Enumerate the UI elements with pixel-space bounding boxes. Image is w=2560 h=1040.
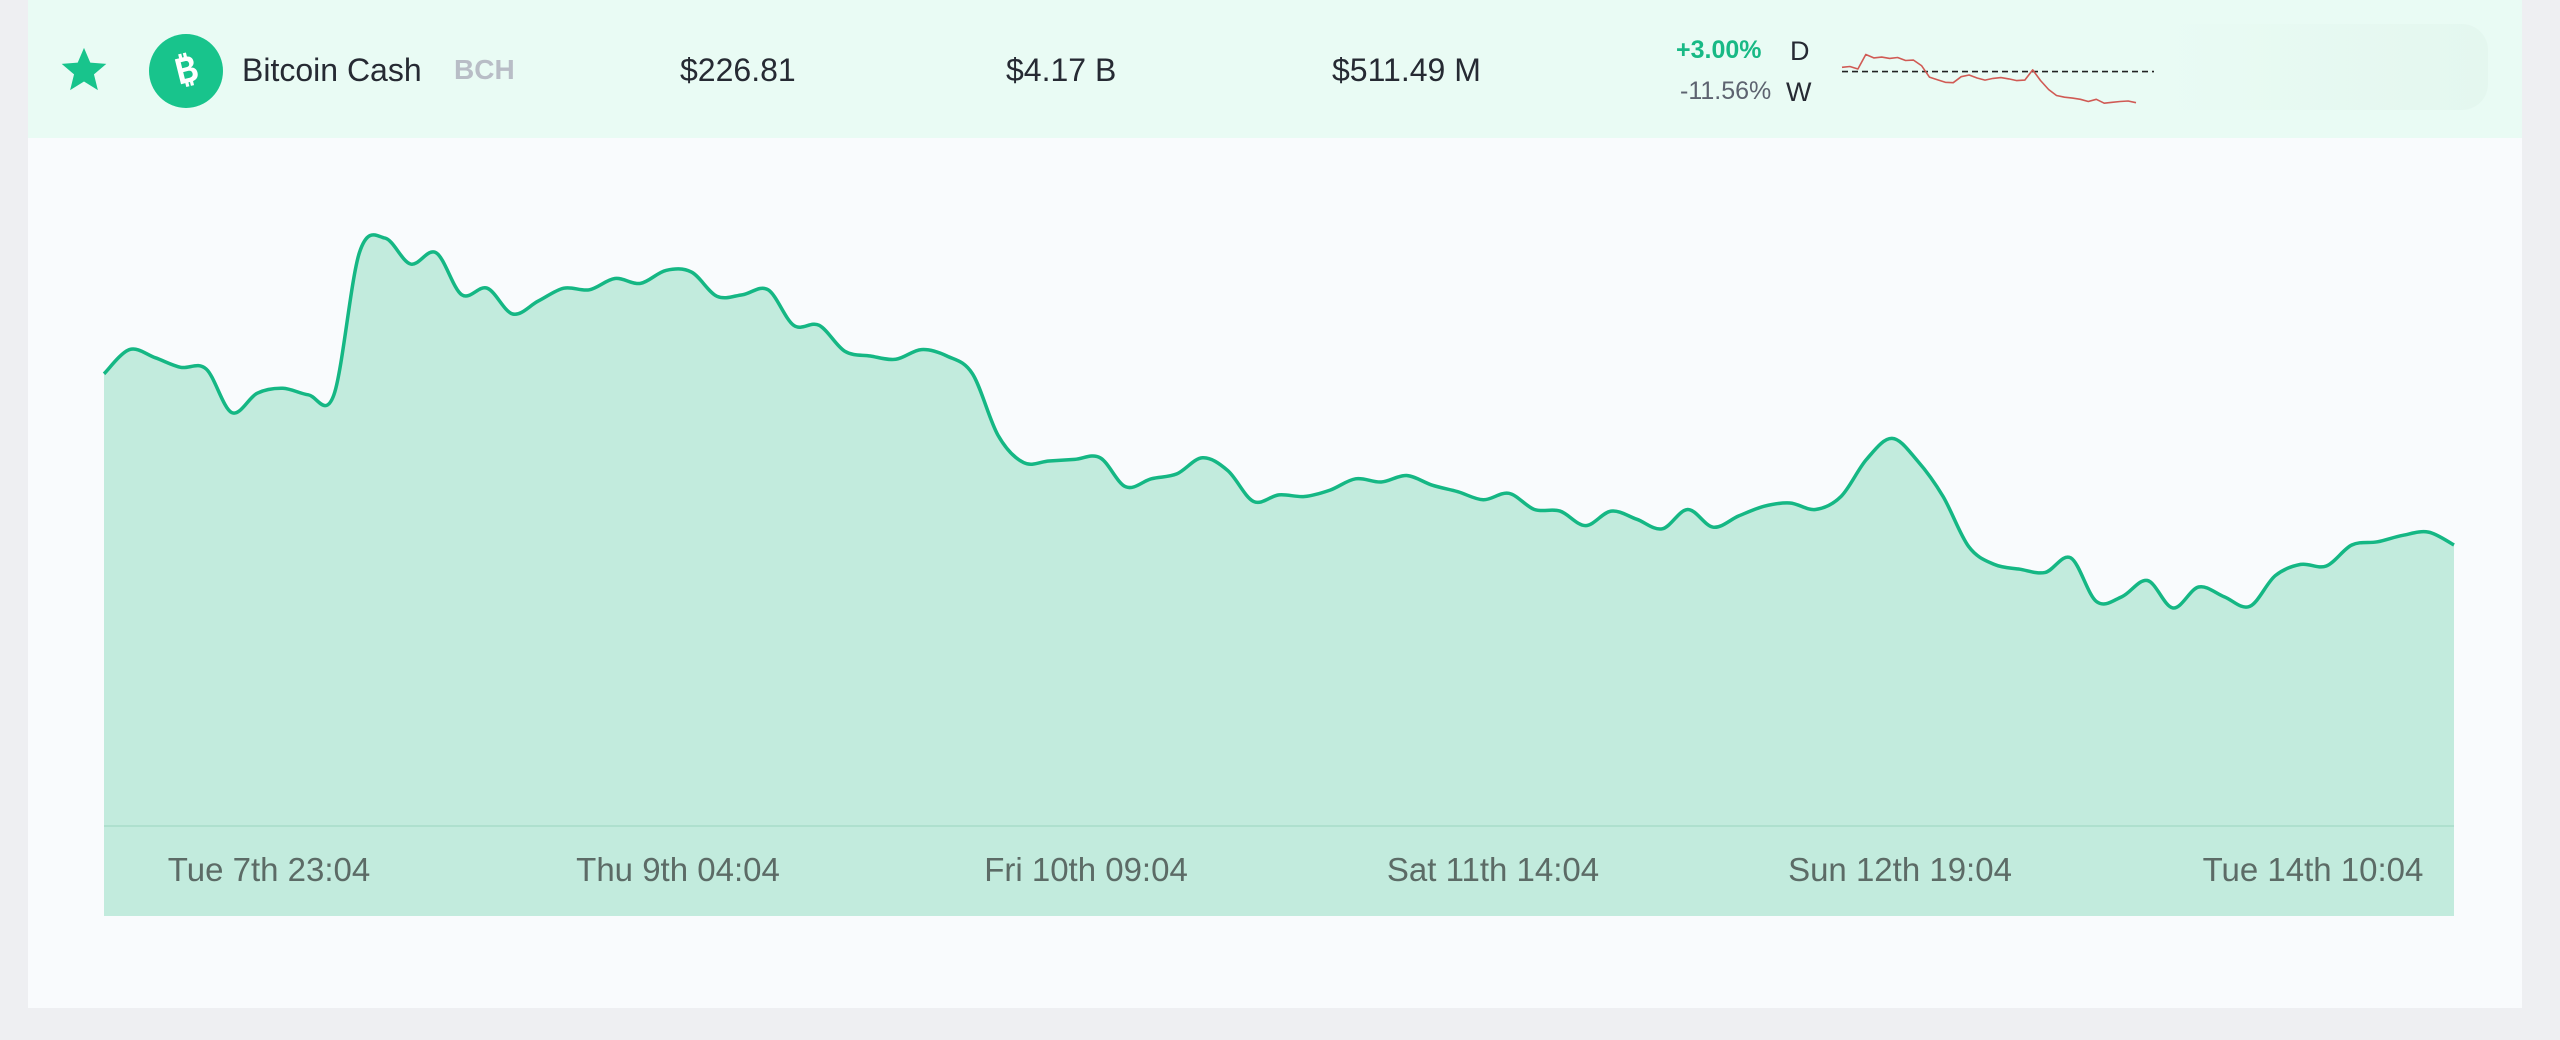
coin-symbol: BCH [454,54,515,85]
change-week: -11.56% [1680,77,1772,105]
coin-card: Bitcoin Cash BCH $226.81 $4.17 B $511.49… [28,0,2522,1008]
x-tick-label: Sun 12th 19:04 [1788,851,2012,888]
coin-name[interactable]: Bitcoin Cash [242,52,422,88]
coin-price: $226.81 [680,52,796,88]
row-action-area[interactable] [2158,24,2488,110]
price-area [104,234,2454,827]
x-tick-label: Thu 9th 04:04 [576,851,780,888]
day-label: D [1790,36,1810,66]
sparkline-line [1841,53,2137,104]
price-line [102,233,2455,610]
sparkline-chart [1841,53,2154,104]
price-chart: Tue 7th 23:04 Thu 9th 04:04 Fri 10th 09:04… [102,233,2455,916]
bitcoin-cash-logo-icon [149,34,223,108]
change-day: +3.00% [1676,36,1762,64]
trading-volume: $511.49 M [1332,52,1481,88]
x-tick-label: Fri 10th 09:04 [984,851,1188,888]
week-label: W [1786,77,1812,107]
x-tick-label: Tue 14th 10:04 [2203,851,2424,888]
axis-band [104,826,2454,916]
star-icon[interactable] [58,44,110,96]
coin-row[interactable]: Bitcoin Cash BCH $226.81 $4.17 B $511.49… [28,0,2522,138]
x-tick-label: Sat 11th 14:04 [1387,851,1599,888]
x-tick-label: Tue 7th 23:04 [168,851,370,888]
market-cap: $4.17 B [1006,52,1117,88]
